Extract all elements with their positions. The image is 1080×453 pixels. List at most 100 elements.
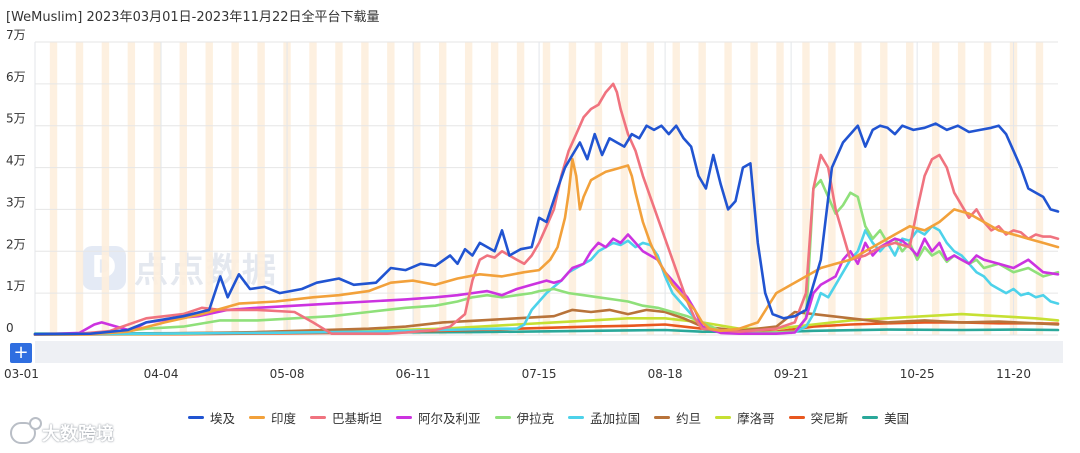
weekend-band <box>594 42 603 335</box>
weekend-band <box>957 42 966 335</box>
legend-item[interactable]: 美国 <box>862 408 909 427</box>
x-axis: 03-01 04-04 05-08 06-11 07-15 08-18 09-21 10-25… <box>4 341 1063 381</box>
weekend-band <box>231 42 239 335</box>
legend-swatch <box>310 416 327 419</box>
y-tick-label: 4万 <box>6 154 26 168</box>
legend-item[interactable]: 印度 <box>249 408 296 427</box>
series-line-印度 <box>33 157 1060 336</box>
chart-title: [WeMuslim] 2023年03月01日-2023年11月22日全平台下载量 <box>6 10 380 25</box>
weekend-band <box>516 42 525 335</box>
x-tick-label: 07-15 <box>522 367 557 381</box>
x-tick-label: 05-08 <box>270 367 305 381</box>
y-tick-label: 1万 <box>6 279 26 293</box>
x-tick-label: 03-01 <box>4 367 39 381</box>
weekend-band <box>309 42 317 335</box>
x-tick-label: 04-04 <box>144 367 179 381</box>
weekend-band <box>802 42 810 335</box>
weekend-band <box>179 42 187 335</box>
legend-swatch <box>568 416 585 419</box>
x-tick-label: 08-18 <box>648 367 683 381</box>
legend-label: 伊拉克 <box>516 411 555 426</box>
weekend-band <box>75 42 84 335</box>
series-line-孟加拉国 <box>33 224 1060 336</box>
series-line-巴基斯坦 <box>33 82 1060 336</box>
weekend-band <box>101 42 110 335</box>
y-tick-label: 7万 <box>6 28 26 42</box>
x-tick-label: 06-11 <box>396 367 431 381</box>
weekend-band <box>776 42 784 335</box>
legend-item[interactable]: 巴基斯坦 <box>310 408 382 427</box>
weekend-band <box>335 42 343 335</box>
weekend-band <box>257 42 265 335</box>
legend-label: 美国 <box>884 411 910 426</box>
legend-label: 约旦 <box>676 411 702 426</box>
y-axis: 0 1万 2万 3万 4万 5万 6万 7万 <box>6 28 26 335</box>
y-tick-label: 3万 <box>6 195 26 209</box>
y-tick-label: 2万 <box>6 237 26 251</box>
legend-item[interactable]: 阿尔及利亚 <box>396 408 481 427</box>
weekend-band <box>205 42 213 335</box>
series-line-埃及 <box>33 122 1060 336</box>
weekend-band <box>464 42 473 335</box>
x-tick-label: 11-20 <box>996 367 1031 381</box>
grid-lines <box>34 41 1058 336</box>
brand-text: 大数跨境 <box>42 424 114 445</box>
legend-item[interactable]: 孟加拉国 <box>568 408 640 427</box>
legend-swatch <box>494 416 511 419</box>
weekend-band <box>439 42 447 335</box>
weekend-band <box>153 42 162 335</box>
legend-label: 印度 <box>271 411 297 426</box>
weekend-band <box>724 42 732 335</box>
x-tick-label: 09-21 <box>774 367 809 381</box>
legend-label: 埃及 <box>210 411 236 426</box>
legend-swatch <box>715 416 732 419</box>
zoom-add-button[interactable]: + <box>10 343 32 363</box>
brand-footer: 大数跨境 <box>10 417 114 446</box>
legend-label: 孟加拉国 <box>590 411 641 426</box>
weekend-band <box>127 42 136 335</box>
weekend-band <box>49 42 58 335</box>
legend-swatch <box>862 416 879 419</box>
weekend-band <box>361 42 369 335</box>
series-line-约旦 <box>33 308 1060 336</box>
legend-swatch <box>249 416 266 419</box>
x-tick-label: 10-25 <box>900 367 935 381</box>
legend-item[interactable]: 突尼斯 <box>788 408 849 427</box>
legend-swatch <box>654 416 671 419</box>
series-line-摩洛哥 <box>33 312 1060 336</box>
legend-item[interactable]: 埃及 <box>188 408 235 427</box>
weekend-band <box>542 42 551 335</box>
weekend-band <box>1035 42 1044 335</box>
y-tick-label: 6万 <box>6 70 26 84</box>
weekend-band <box>931 42 940 335</box>
brand-logo-icon <box>10 417 42 444</box>
weekend-band <box>413 42 421 335</box>
y-tick-label: 0 <box>6 321 14 335</box>
legend-swatch <box>788 416 805 419</box>
legend-item[interactable]: 摩洛哥 <box>715 408 775 427</box>
y-tick-label: 5万 <box>6 112 26 126</box>
chart-legend: 埃及 印度 巴基斯坦 阿尔及利亚 伊拉克 孟加拉国 约旦 摩洛哥 突尼斯 美国 <box>188 408 923 427</box>
weekend-band <box>490 42 499 335</box>
weekend-band <box>750 42 758 335</box>
legend-label: 阿尔及利亚 <box>418 411 481 426</box>
weekend-band <box>983 42 992 335</box>
legend-item[interactable]: 伊拉克 <box>494 408 555 427</box>
weekend-band <box>672 42 680 335</box>
legend-label: 摩洛哥 <box>737 411 775 426</box>
weekend-band <box>568 42 577 335</box>
weekend-band <box>906 42 914 335</box>
legend-swatch <box>396 416 413 419</box>
weekend-band <box>880 42 888 335</box>
weekend-band <box>620 42 629 335</box>
x-axis-track <box>35 341 1063 363</box>
legend-label: 巴基斯坦 <box>332 411 383 426</box>
legend-item[interactable]: 约旦 <box>654 408 701 427</box>
legend-swatch <box>188 416 204 419</box>
weekend-band <box>854 42 862 335</box>
weekend-band <box>698 42 706 335</box>
series-lines <box>33 82 1060 336</box>
weekend-band <box>646 42 654 335</box>
legend-label: 突尼斯 <box>810 411 849 426</box>
line-chart: 0 1万 2万 3万 4万 5万 6万 7万 03-01 04-04 05-08 06-11 07-1… <box>4 28 1063 381</box>
